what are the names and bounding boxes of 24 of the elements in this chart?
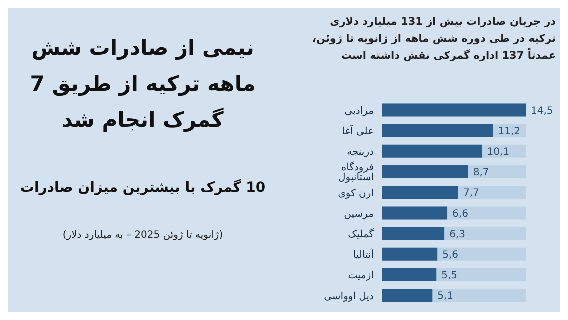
- y-tick-label: دیل اوواسی: [324, 291, 374, 302]
- y-tick-label: ازمیت: [348, 270, 374, 282]
- text: در جریان صادرات بیش از 131 میلیارد دلاری ترکیه در طی دوره شش ماهه از ژانویه تا ژوئن، عمدتاً 137 اداره گمرکی نقش داشته است: [312, 15, 556, 64]
- data-label: 11,2: [498, 126, 520, 138]
- data-label: 6,3: [450, 229, 466, 240]
- data-label: 8,7: [473, 168, 490, 179]
- text: نیمی از صادرات شش ماهه ترکیه از طریق 7 گمرک انجام شد: [29, 35, 257, 134]
- data-label: 5,1: [438, 291, 454, 302]
- data-label: 10,1: [487, 146, 510, 158]
- y-tick-label: مرسین: [344, 208, 374, 220]
- y-tick-label: علی آغا: [342, 124, 374, 138]
- y-tick-label: دربنجه: [347, 147, 374, 158]
- data-label: 7,7: [463, 188, 480, 200]
- text: 10 گمرک با بیشترین میزان صادرات: [19, 178, 267, 198]
- data-label: 14,5: [531, 106, 554, 117]
- data-label: 6,6: [452, 208, 468, 220]
- text: (ژانویه تا ژوئن 2025 – به میلیارد دلار): [62, 230, 224, 241]
- y-tick-label: مرادبی: [344, 106, 374, 117]
- y-tick-label: گملیک: [348, 228, 374, 240]
- y-tick-label: آنتالیا: [353, 248, 376, 262]
- data-label: 5,6: [442, 250, 459, 261]
- y-tick-label: فرودگاه استانبول: [338, 162, 374, 184]
- y-tick-label: ارن کوی: [338, 188, 374, 200]
- data-label: 5,5: [442, 270, 458, 282]
